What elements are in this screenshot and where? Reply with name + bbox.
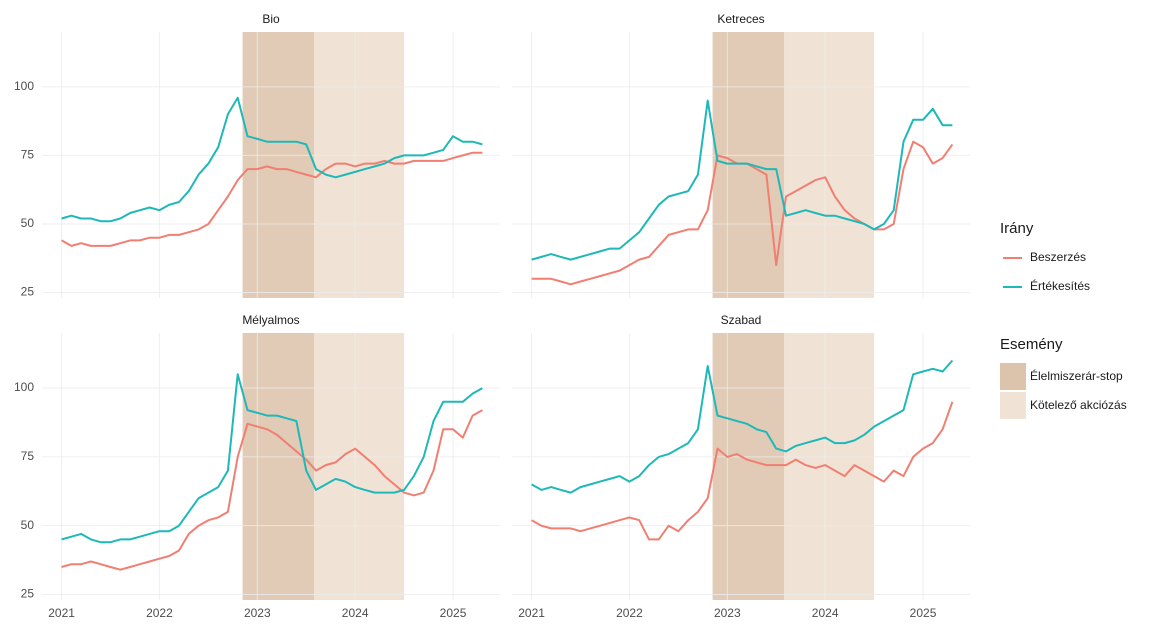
y-tick-label: 50 — [21, 216, 35, 230]
y-tick-label: 25 — [21, 285, 35, 299]
legend-label: Kötelező akciózás — [1030, 398, 1127, 412]
panel-title: Mélyalmos — [242, 313, 299, 327]
y-tick-label: 75 — [21, 148, 35, 162]
x-tick-label: 2022 — [146, 606, 173, 620]
data-line — [61, 151, 483, 247]
x-tick-label: 2023 — [244, 606, 271, 620]
data-line — [61, 373, 483, 544]
legend-swatch — [1000, 392, 1026, 419]
x-tick-label: 2025 — [910, 606, 937, 620]
x-tick-label: 2021 — [48, 606, 75, 620]
legend-title: Irány — [1000, 220, 1034, 237]
data-line — [531, 359, 954, 494]
panel-title: Bio — [262, 12, 280, 26]
x-tick-label: 2022 — [616, 606, 643, 620]
x-tick-label: 2023 — [714, 606, 741, 620]
panel-title: Ketreces — [717, 12, 764, 26]
x-tick-label: 2025 — [440, 606, 467, 620]
y-tick-label: 100 — [14, 79, 34, 93]
data-line — [61, 409, 483, 571]
panel-title: Szabad — [721, 313, 762, 327]
y-tick-label: 75 — [21, 449, 35, 463]
legend-swatch — [1000, 363, 1026, 390]
legend-label: Élelmiszerár-stop — [1030, 368, 1123, 383]
event-band — [712, 333, 785, 600]
y-tick-label: 25 — [21, 587, 35, 601]
event-band — [242, 32, 315, 298]
legend-label: Értékesítés — [1030, 278, 1090, 293]
event-band — [242, 333, 315, 600]
x-tick-label: 2021 — [518, 606, 545, 620]
legend-title: Esemény — [1000, 336, 1063, 353]
y-tick-label: 50 — [21, 518, 35, 532]
x-tick-label: 2024 — [812, 606, 839, 620]
data-line — [531, 99, 953, 261]
y-tick-label: 100 — [14, 380, 34, 394]
legend-label: Beszerzés — [1030, 250, 1086, 264]
data-line — [61, 96, 483, 223]
data-line — [531, 401, 954, 541]
x-tick-label: 2024 — [342, 606, 369, 620]
